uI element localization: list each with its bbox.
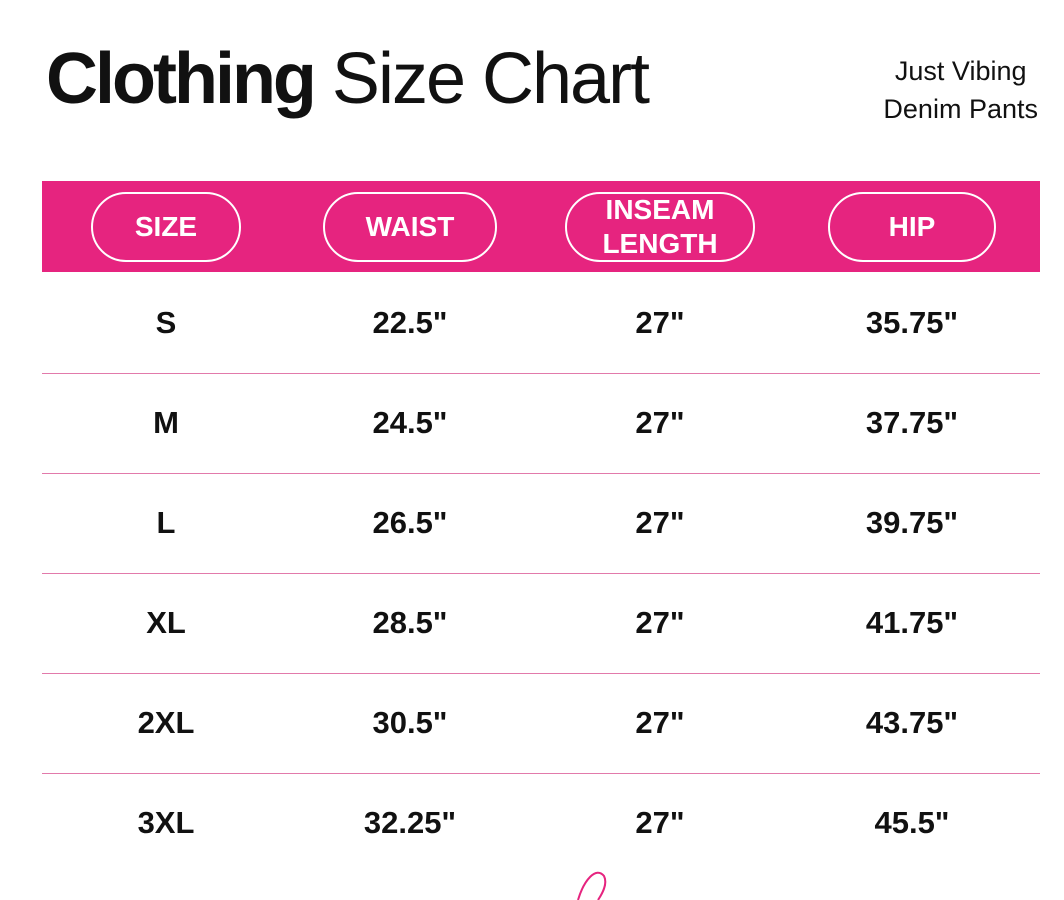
cell: 28.5" [372,605,448,640]
cell: 27" [635,705,685,740]
cell: 27" [635,805,685,840]
cell: S [155,305,177,340]
column-header-text: HIP [888,211,936,242]
title-regular: Size Chart [331,39,650,119]
subtitle-line: Just Vibing [894,56,1027,86]
row-separator [42,373,1040,374]
row-separator [42,773,1040,774]
cell: L [156,505,176,540]
row-separator [42,573,1040,574]
row-separator [42,673,1040,674]
cell: 3XL [137,805,195,840]
title: Clothing Size Chart [46,38,650,120]
cell: 27" [635,605,685,640]
cell: 35.75" [865,305,959,340]
row-separator [42,473,1040,474]
cell: 27" [635,505,685,540]
column-header-text: INSEAM LENGTH [602,194,718,259]
column-header: SIZE [91,192,241,262]
cell: 24.5" [372,405,448,440]
cell: 41.75" [865,605,959,640]
title-bold: Clothing [46,39,317,119]
cell: 43.75" [865,705,959,740]
column-header: HIP [828,192,996,262]
column-header-text: SIZE [134,211,198,242]
cell: XL [146,605,186,640]
column-header-text: WAIST [365,211,455,242]
column-header: INSEAM LENGTH [565,192,755,262]
cell: 30.5" [372,705,448,740]
column-header: WAIST [323,192,497,262]
header-band: SIZE WAIST INSEAM LENGTH HIP [42,181,1040,272]
cell: 27" [635,305,685,340]
cell: 39.75" [865,505,959,540]
cell: 22.5" [372,305,448,340]
cell: 32.25" [363,805,457,840]
cell: 26.5" [372,505,448,540]
cell: 2XL [137,705,195,740]
cell: 45.5" [874,805,950,840]
subtitle: Just Vibing Denim Pants [883,52,1038,128]
cell: 27" [635,405,685,440]
squiggle [577,871,607,900]
cell: 37.75" [865,405,959,440]
cell: M [153,405,179,440]
subtitle-line: Denim Pants [883,94,1038,124]
